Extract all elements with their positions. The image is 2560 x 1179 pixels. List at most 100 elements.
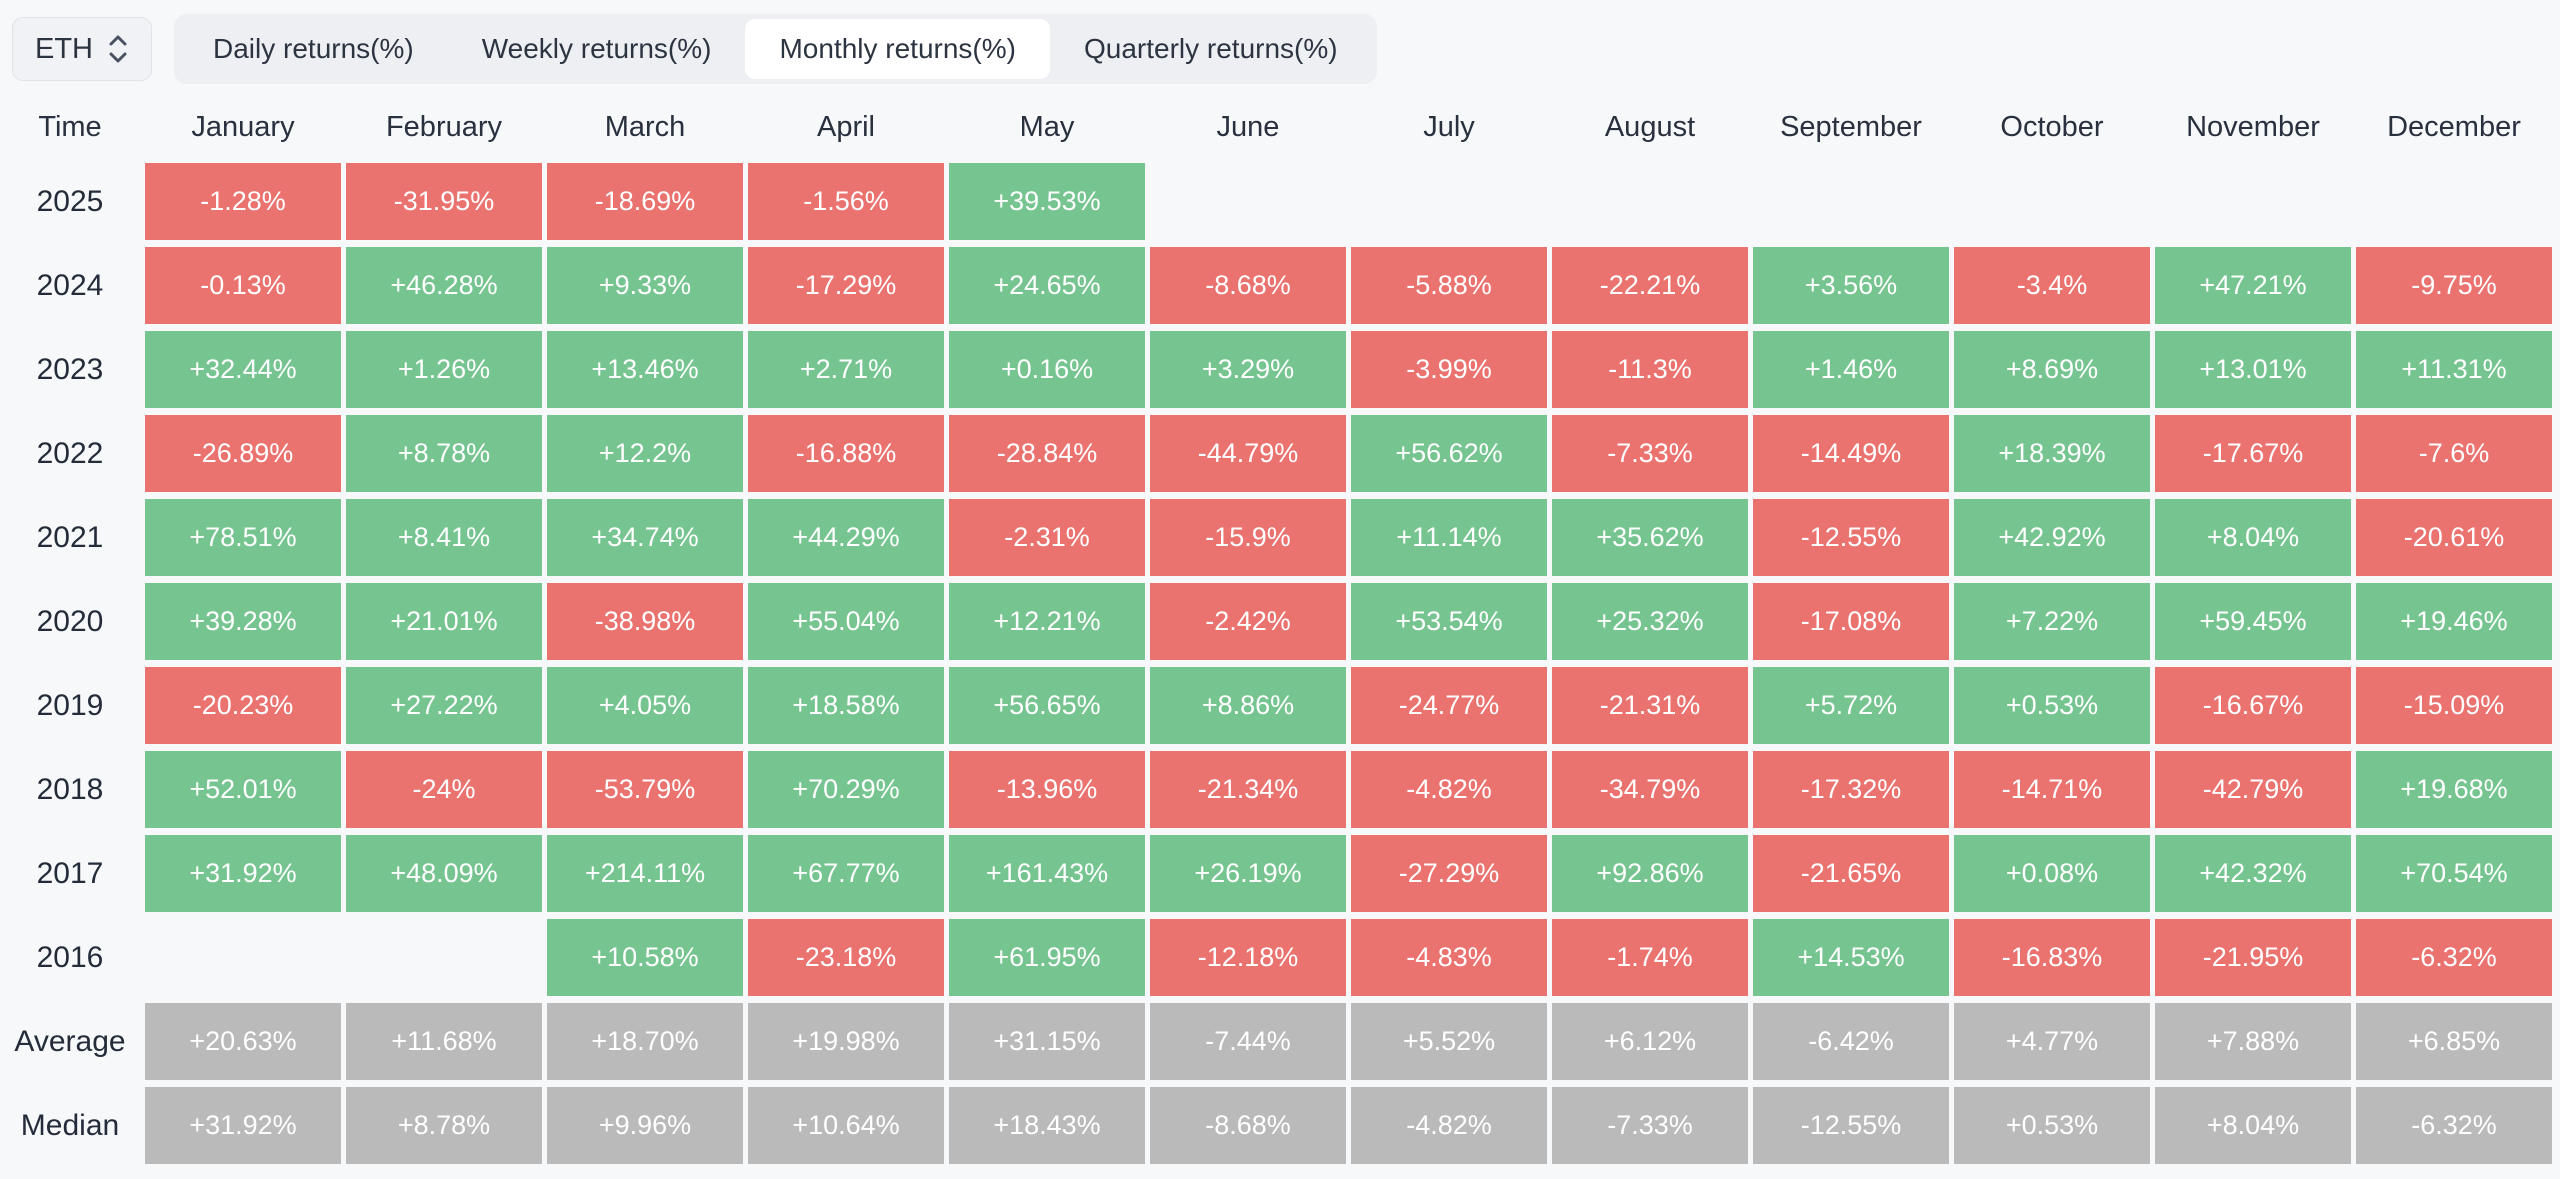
return-cell: +21.01% — [346, 583, 542, 660]
return-cell: -21.65% — [1753, 835, 1949, 912]
return-cell: +6.12% — [1552, 1003, 1748, 1080]
return-cell: +8.41% — [346, 499, 542, 576]
return-cell: +0.08% — [1954, 835, 2150, 912]
return-cell: -26.89% — [145, 415, 341, 492]
row-label: 2018 — [36, 772, 104, 806]
return-cell: +53.54% — [1351, 583, 1547, 660]
return-cell: -5.88% — [1351, 247, 1547, 324]
empty-cell — [1552, 163, 1748, 240]
tab-daily-returns[interactable]: Daily returns(%) — [213, 33, 414, 64]
return-cell: -7.6% — [2356, 415, 2552, 492]
return-cell: +9.33% — [547, 247, 743, 324]
column-header-month: July — [1423, 110, 1475, 143]
symbol-select[interactable]: ETH — [12, 17, 152, 81]
return-cell: -31.95% — [346, 163, 542, 240]
tab-quarterly-returns[interactable]: Quarterly returns(%) — [1083, 33, 1338, 64]
return-cell: +59.45% — [2155, 583, 2351, 660]
return-cell: +5.52% — [1351, 1003, 1547, 1080]
column-header-month: December — [2387, 110, 2521, 143]
return-cell: -28.84% — [949, 415, 1145, 492]
return-cell: +3.56% — [1753, 247, 1949, 324]
return-cell: -7.33% — [1552, 415, 1748, 492]
return-cell: -21.31% — [1552, 667, 1748, 744]
return-cell: +13.46% — [547, 331, 743, 408]
return-cell: -24.77% — [1351, 667, 1547, 744]
return-cell: -16.83% — [1954, 919, 2150, 996]
return-cell: +0.53% — [1954, 1087, 2150, 1164]
return-cell: -7.44% — [1150, 1003, 1346, 1080]
return-cell: +31.92% — [145, 835, 341, 912]
return-cell: -34.79% — [1552, 751, 1748, 828]
return-cell: -22.21% — [1552, 247, 1748, 324]
return-cell: +8.78% — [346, 1087, 542, 1164]
row-label: Median — [20, 1108, 120, 1142]
return-cell: -4.83% — [1351, 919, 1547, 996]
column-header-month: April — [816, 110, 875, 143]
return-cell: +18.39% — [1954, 415, 2150, 492]
return-cell: -21.95% — [2155, 919, 2351, 996]
return-cell: +10.64% — [748, 1087, 944, 1164]
return-cell: -38.98% — [547, 583, 743, 660]
updown-chevron-icon — [107, 32, 129, 66]
return-cell: +7.88% — [2155, 1003, 2351, 1080]
return-cell: +46.28% — [346, 247, 542, 324]
column-header-month: February — [385, 110, 503, 143]
return-cell: +13.01% — [2155, 331, 2351, 408]
empty-cell — [1351, 163, 1547, 240]
return-cell: +56.65% — [949, 667, 1145, 744]
return-cell: +7.22% — [1954, 583, 2150, 660]
return-cell: +42.92% — [1954, 499, 2150, 576]
return-cell: -11.3% — [1552, 331, 1748, 408]
return-cell: -0.13% — [145, 247, 341, 324]
return-cell: +32.44% — [145, 331, 341, 408]
return-cell: -13.96% — [949, 751, 1145, 828]
return-cell: -23.18% — [748, 919, 944, 996]
column-header-month: January — [191, 110, 295, 143]
return-cell: +0.16% — [949, 331, 1145, 408]
column-header-month: October — [2000, 110, 2104, 143]
return-cell: +9.96% — [547, 1087, 743, 1164]
return-cell: -8.68% — [1150, 1087, 1346, 1164]
return-cell: -7.33% — [1552, 1087, 1748, 1164]
return-cell: +47.21% — [2155, 247, 2351, 324]
return-cell: -17.67% — [2155, 415, 2351, 492]
return-cell: -24% — [346, 751, 542, 828]
return-cell: +19.46% — [2356, 583, 2552, 660]
return-cell: +19.68% — [2356, 751, 2552, 828]
column-header-month: August — [1604, 110, 1696, 143]
return-cell: +70.29% — [748, 751, 944, 828]
row-label: Average — [14, 1024, 126, 1058]
column-header-month: September — [1780, 110, 1922, 143]
return-cell: -12.55% — [1753, 499, 1949, 576]
return-cell: -2.42% — [1150, 583, 1346, 660]
return-cell: +67.77% — [748, 835, 944, 912]
return-cell: -3.99% — [1351, 331, 1547, 408]
return-cell: +11.68% — [346, 1003, 542, 1080]
return-cell: -17.32% — [1753, 751, 1949, 828]
return-cell: +25.32% — [1552, 583, 1748, 660]
tab-monthly-returns[interactable]: Monthly returns(%) — [745, 19, 1050, 79]
return-cell: -20.61% — [2356, 499, 2552, 576]
return-cell: -15.09% — [2356, 667, 2552, 744]
row-label: 2023 — [36, 352, 104, 386]
return-cell: +10.58% — [547, 919, 743, 996]
return-cell: +18.70% — [547, 1003, 743, 1080]
return-cell: +4.77% — [1954, 1003, 2150, 1080]
symbol-select-value: ETH — [35, 32, 93, 65]
return-cell: +11.14% — [1351, 499, 1547, 576]
tab-weekly-returns[interactable]: Weekly returns(%) — [481, 33, 712, 64]
return-cell: -2.31% — [949, 499, 1145, 576]
return-cell: +26.19% — [1150, 835, 1346, 912]
empty-cell — [1954, 163, 2150, 240]
row-label: 2024 — [36, 268, 104, 302]
return-cell: -44.79% — [1150, 415, 1346, 492]
return-cell: +11.31% — [2356, 331, 2552, 408]
return-cell: +39.28% — [145, 583, 341, 660]
topbar: ETH Daily returns(%) Weekly returns(%) Mon… — [0, 0, 2560, 86]
row-label: 2016 — [36, 940, 104, 974]
return-cell: -15.9% — [1150, 499, 1346, 576]
return-cell: +0.53% — [1954, 667, 2150, 744]
return-cell: +3.29% — [1150, 331, 1346, 408]
return-cell: -8.68% — [1150, 247, 1346, 324]
return-cell: +14.53% — [1753, 919, 1949, 996]
